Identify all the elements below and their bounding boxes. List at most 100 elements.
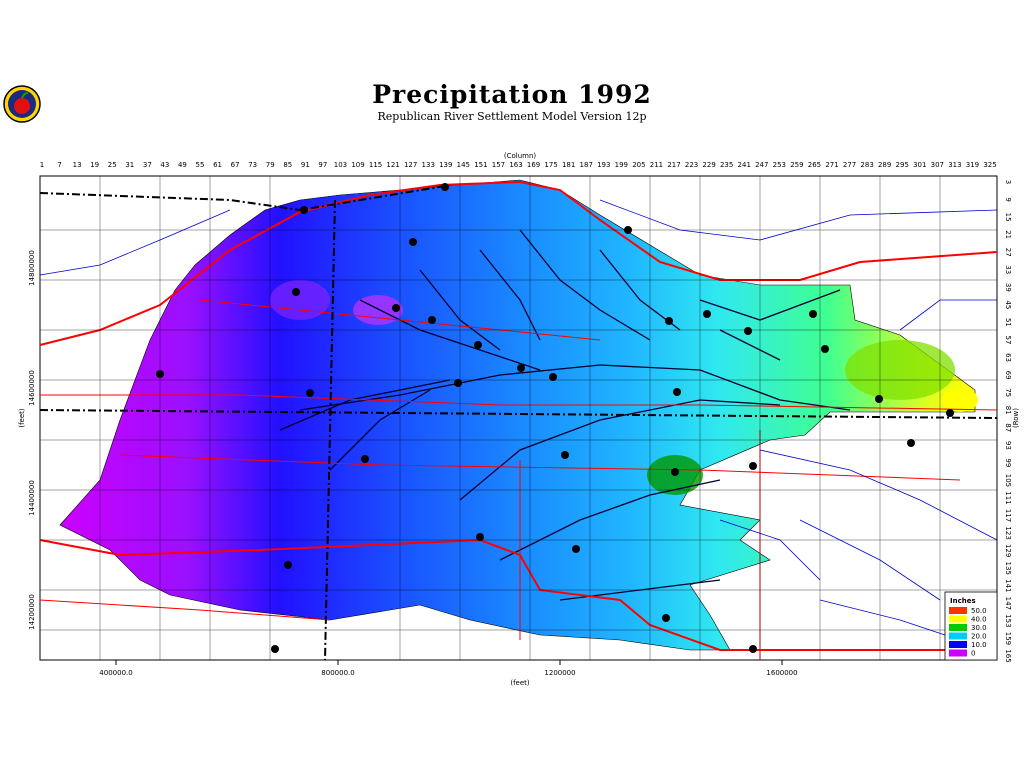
y-tick-label: 14200000	[28, 594, 36, 630]
legend-label: 10.0	[971, 641, 987, 649]
column-axis: 1 7 13 19 25 31 37 43 49 55 61 67 73 79 85 91 97 103 109 11…	[40, 161, 997, 169]
column-tick-label: 67	[231, 161, 240, 169]
legend-label: 50.0	[971, 607, 987, 615]
x-tick-label: 400000.0	[99, 669, 132, 677]
row-tick-label: 75	[1004, 388, 1012, 397]
row-tick-label: 45	[1004, 300, 1012, 309]
row-tick-label: 51	[1004, 318, 1012, 327]
column-tick-label: 241	[738, 161, 751, 169]
row-tick-label: 39	[1004, 283, 1012, 292]
column-axis-label: (Column)	[504, 152, 537, 160]
state-borders	[39, 185, 998, 661]
column-tick-label: 13	[73, 161, 82, 169]
legend-label: 0	[971, 650, 975, 658]
row-tick-label: 63	[1004, 353, 1012, 362]
column-tick-label: 325	[983, 161, 996, 169]
column-tick-label: 109	[351, 161, 364, 169]
row-tick-label: 135	[1004, 562, 1012, 575]
row-tick-label: 69	[1004, 371, 1012, 380]
column-tick-label: 301	[913, 161, 926, 169]
column-tick-label: 145	[457, 161, 470, 169]
column-tick-label: 313	[948, 161, 961, 169]
column-tick-label: 235	[720, 161, 733, 169]
county-grid	[40, 176, 997, 660]
row-tick-label: 105	[1004, 474, 1012, 487]
row-tick-label: 27	[1004, 248, 1012, 257]
column-tick-label: 163	[509, 161, 522, 169]
column-tick-label: 19	[90, 161, 99, 169]
legend-swatch	[949, 607, 967, 614]
row-tick-label: 159	[1004, 632, 1012, 645]
row-tick-label: 147	[1004, 597, 1012, 610]
x-tick-label: 1200000	[544, 669, 575, 677]
column-tick-label: 187	[580, 161, 593, 169]
row-axis-label: (Row)	[1012, 408, 1020, 428]
column-tick-label: 115	[369, 161, 382, 169]
legend: Inches 50.040.030.020.010.00	[944, 591, 998, 661]
column-tick-label: 43	[160, 161, 169, 169]
bottom-axis-label: (feet)	[510, 679, 530, 687]
column-tick-label: 121	[386, 161, 399, 169]
y-axis: 14800000 14600000 14400000 14200000	[28, 250, 36, 630]
row-axis: 3915212733394551576369758187939910511111…	[1004, 180, 1012, 663]
column-tick-label: 229	[702, 161, 715, 169]
left-axis-label: (feet)	[18, 408, 26, 428]
map-subtitle: Republican River Settlement Model Versio…	[377, 110, 647, 123]
column-tick-label: 193	[597, 161, 610, 169]
column-tick-label: 307	[931, 161, 944, 169]
y-tick-label: 14800000	[28, 250, 36, 286]
column-tick-label: 247	[755, 161, 768, 169]
legend-label: 30.0	[971, 624, 987, 632]
row-tick-label: 57	[1004, 336, 1012, 345]
column-tick-label: 91	[301, 161, 310, 169]
row-tick-label: 9	[1004, 197, 1012, 201]
column-tick-label: 37	[143, 161, 152, 169]
legend-title: Inches	[950, 597, 976, 605]
legend-swatch	[949, 649, 967, 657]
row-tick-label: 153	[1004, 614, 1012, 627]
column-tick-label: 175	[544, 161, 557, 169]
column-tick-label: 55	[196, 161, 205, 169]
column-tick-label: 295	[896, 161, 909, 169]
high-precip-zone-far-east	[942, 388, 978, 412]
column-tick-label: 127	[404, 161, 417, 169]
column-tick-label: 133	[422, 161, 435, 169]
column-tick-label: 271	[825, 161, 838, 169]
column-tick-label: 139	[439, 161, 452, 169]
column-tick-label: 31	[125, 161, 134, 169]
column-tick-label: 205	[632, 161, 645, 169]
legend-swatch	[949, 615, 967, 623]
x-axis: 400000.0 800000.0 1200000 1600000	[99, 660, 798, 677]
column-tick-label: 85	[283, 161, 292, 169]
column-tick-label: 7	[57, 161, 61, 169]
row-tick-label: 87	[1004, 423, 1012, 432]
x-tick-label: 1600000	[766, 669, 797, 677]
row-tick-label: 3	[1004, 180, 1012, 184]
column-tick-label: 61	[213, 161, 222, 169]
low-precip-zone-north	[270, 280, 330, 320]
x-tick-label: 800000.0	[321, 669, 354, 677]
y-tick-label: 14600000	[28, 370, 36, 406]
column-tick-label: 169	[527, 161, 540, 169]
legend-label: 40.0	[971, 616, 987, 624]
row-tick-label: 123	[1004, 526, 1012, 539]
row-tick-label: 165	[1004, 649, 1012, 662]
row-tick-label: 99	[1004, 458, 1012, 467]
row-tick-label: 141	[1004, 579, 1012, 592]
legend-label: 20.0	[971, 633, 987, 641]
row-tick-label: 129	[1004, 544, 1012, 557]
row-tick-label: 93	[1004, 441, 1012, 450]
column-tick-label: 199	[615, 161, 628, 169]
legend-swatch	[949, 624, 967, 631]
column-tick-label: 259	[790, 161, 803, 169]
y-tick-label: 14400000	[28, 480, 36, 516]
row-tick-label: 33	[1004, 265, 1012, 274]
legend-swatch	[949, 632, 967, 640]
row-tick-label: 21	[1004, 230, 1012, 239]
column-tick-label: 97	[318, 161, 327, 169]
column-tick-label: 253	[773, 161, 786, 169]
high-precip-zone-east	[845, 340, 955, 400]
column-tick-label: 211	[650, 161, 663, 169]
apple-logo	[2, 84, 42, 124]
